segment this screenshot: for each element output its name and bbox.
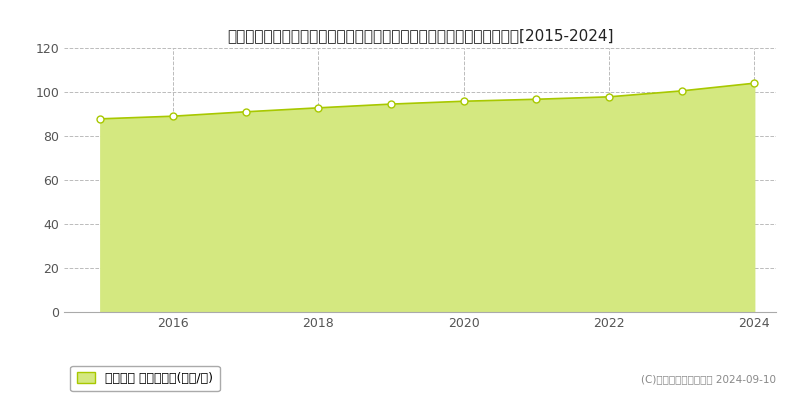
Text: (C)土地価格ドットコム 2024-09-10: (C)土地価格ドットコム 2024-09-10 bbox=[641, 374, 776, 384]
Point bbox=[94, 116, 106, 122]
Title: 神奈川県川崎市高津区下作延４丁目６４２番２外　地価公示　地価推移[2015-2024]: 神奈川県川崎市高津区下作延４丁目６４２番２外 地価公示 地価推移[2015-20… bbox=[226, 28, 614, 43]
Point bbox=[239, 108, 252, 115]
Point bbox=[312, 105, 325, 111]
Point bbox=[457, 98, 470, 104]
Legend: 地価公示 平均坊単価(万円/坊): 地価公示 平均坊単価(万円/坊) bbox=[70, 366, 219, 391]
Point bbox=[675, 88, 688, 94]
Point bbox=[748, 80, 761, 86]
Point bbox=[166, 113, 179, 119]
Point bbox=[602, 94, 615, 100]
Point bbox=[530, 96, 542, 102]
Point bbox=[385, 101, 398, 107]
